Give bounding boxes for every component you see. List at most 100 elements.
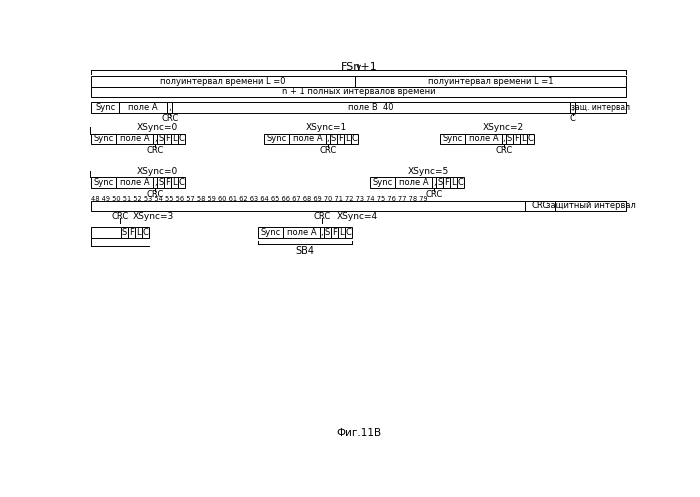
Bar (370, 177, 395, 188)
Text: C: C (528, 135, 533, 144)
Text: Sync: Sync (267, 135, 287, 144)
Text: ,: , (321, 229, 323, 238)
Bar (344, 134, 351, 144)
Bar (527, 134, 534, 144)
Text: полуинтервал времени L =1: полуинтервал времени L =1 (428, 77, 553, 85)
Text: XSync=0: XSync=0 (136, 123, 178, 132)
Bar (172, 102, 570, 113)
Text: L: L (521, 135, 526, 144)
Bar (526, 201, 555, 211)
Bar (324, 228, 331, 238)
Bar (116, 134, 153, 144)
Text: поле A: поле A (120, 135, 150, 144)
Text: F: F (165, 135, 170, 144)
Bar (178, 134, 185, 144)
Bar (355, 76, 626, 86)
Bar (153, 134, 158, 144)
Bar (258, 228, 283, 238)
Text: S: S (507, 135, 512, 144)
Bar (119, 102, 167, 113)
Bar (433, 177, 436, 188)
Text: S: S (331, 135, 336, 144)
Text: поле A: поле A (286, 229, 316, 238)
Text: CRC: CRC (147, 190, 164, 199)
Bar (513, 134, 520, 144)
Text: n + 1 полных интервалов времени: n + 1 полных интервалов времени (282, 87, 435, 96)
Text: CRC: CRC (147, 146, 164, 155)
Text: ,: , (154, 178, 157, 187)
Text: S: S (158, 178, 163, 187)
Text: L: L (136, 229, 141, 238)
Text: поле A: поле A (120, 178, 150, 187)
Bar (320, 228, 324, 238)
Text: XSync=1: XSync=1 (306, 123, 346, 132)
Text: ,: , (503, 135, 505, 144)
Text: SB4: SB4 (295, 246, 314, 255)
Text: Sync: Sync (260, 229, 281, 238)
Text: CRC: CRC (531, 201, 549, 210)
Bar (116, 177, 153, 188)
Text: FSn+1: FSn+1 (340, 62, 377, 72)
Bar (506, 134, 513, 144)
Text: Sync: Sync (94, 135, 114, 144)
Text: Sync: Sync (372, 178, 393, 187)
Bar (345, 228, 352, 238)
Bar (450, 177, 457, 188)
Bar (440, 134, 465, 144)
Text: ,: , (154, 135, 157, 144)
Bar (92, 201, 526, 211)
Bar (555, 201, 626, 211)
Text: Sync: Sync (442, 135, 463, 144)
Text: XSync=0: XSync=0 (136, 167, 178, 176)
Bar (443, 177, 450, 188)
Text: L: L (172, 178, 177, 187)
Bar (465, 134, 502, 144)
Text: F: F (338, 135, 343, 144)
Text: XSync=5: XSync=5 (408, 167, 449, 176)
Text: XSync=4: XSync=4 (336, 212, 377, 221)
Bar (575, 102, 626, 113)
Bar (178, 177, 185, 188)
Bar (164, 177, 172, 188)
Bar (158, 134, 164, 144)
Text: ,: , (327, 135, 330, 144)
Text: поле A: поле A (469, 135, 498, 144)
Text: C: C (142, 229, 148, 238)
Text: Sync: Sync (95, 103, 116, 112)
Text: S: S (122, 229, 127, 238)
Bar (92, 134, 116, 144)
Bar (92, 228, 121, 238)
Text: поле A: поле A (129, 103, 158, 112)
Text: C: C (345, 229, 351, 238)
Text: CRC: CRC (319, 146, 337, 155)
Text: S: S (437, 178, 442, 187)
Text: CRC: CRC (426, 190, 443, 199)
Text: CRC: CRC (111, 212, 129, 221)
Text: S: S (158, 135, 163, 144)
Bar (92, 102, 119, 113)
Bar (92, 86, 626, 97)
Text: F: F (165, 178, 170, 187)
Bar (436, 177, 443, 188)
Bar (264, 134, 289, 144)
Bar (141, 228, 148, 238)
Bar (351, 134, 358, 144)
Text: L: L (172, 135, 177, 144)
Bar (570, 102, 575, 113)
Text: CRC: CRC (161, 114, 178, 123)
Text: C: C (178, 135, 185, 144)
Text: Фиг.11В: Фиг.11В (336, 428, 382, 438)
Text: ,: , (571, 103, 574, 112)
Text: C: C (351, 135, 358, 144)
Bar (331, 228, 338, 238)
Bar (172, 177, 178, 188)
Text: ,: , (433, 178, 435, 187)
Bar (158, 177, 164, 188)
Text: C: C (570, 114, 575, 123)
Text: полуинтервал времени L =0: полуинтервал времени L =0 (160, 77, 286, 85)
Bar (338, 228, 345, 238)
Text: защитный интервал: защитный интервал (545, 201, 636, 210)
Text: защ. интервал: защ. интервал (571, 103, 630, 112)
Text: F: F (514, 135, 519, 144)
Bar (135, 228, 141, 238)
